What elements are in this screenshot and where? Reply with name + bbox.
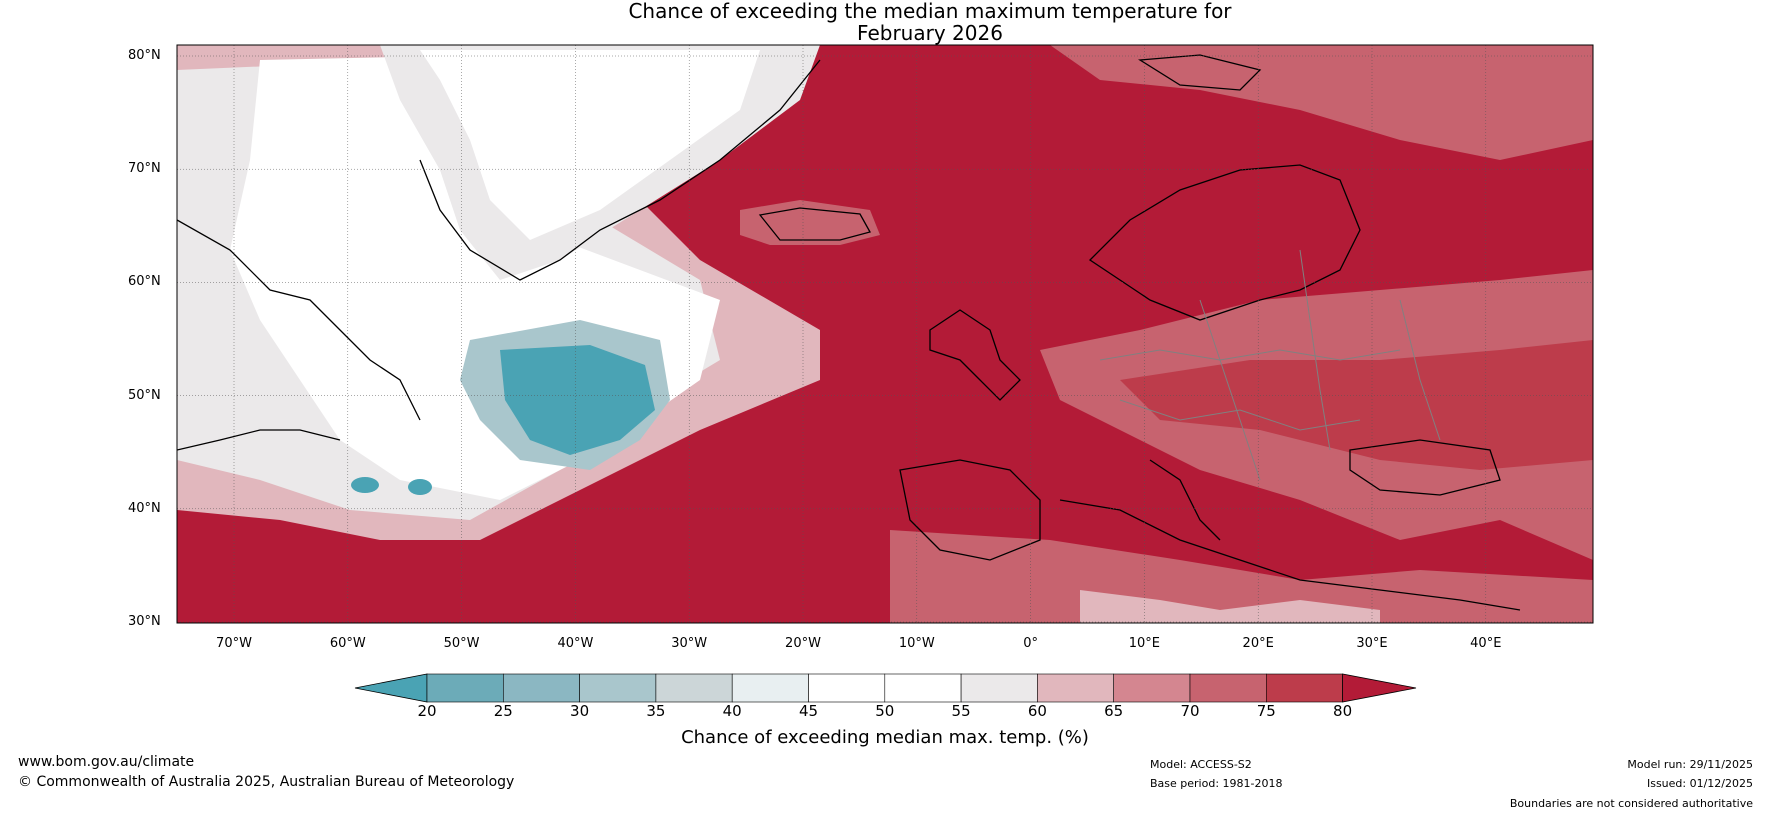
colorbar-segment — [1037, 673, 1115, 703]
colorbar — [354, 673, 1417, 703]
footer-model: Model: ACCESS-S2 — [1150, 758, 1252, 771]
latitude-label: 60°N — [128, 274, 161, 290]
region-north-europe — [1050, 45, 1593, 160]
colorbar-segment — [731, 673, 809, 703]
colorbar-tick-label: 25 — [493, 702, 513, 720]
colorbar-tick-label: 20 — [417, 702, 437, 720]
colorbar-tick-label: 35 — [646, 702, 666, 720]
map-title-line2: February 2026 — [857, 21, 1003, 45]
map-title-line1: Chance of exceeding the median maximum t… — [628, 0, 1232, 23]
colorbar-tick-label: 55 — [951, 702, 971, 720]
colorbar-segment — [1113, 673, 1191, 703]
colorbar-segment — [1189, 673, 1267, 703]
colorbar-segment — [655, 673, 733, 703]
colorbar-tick-label: 70 — [1180, 702, 1200, 720]
region-europe-2 — [1120, 340, 1593, 470]
footer-model-run: Model run: 29/11/2025 — [1627, 758, 1753, 771]
colorbar-tick-label: 40 — [722, 702, 742, 720]
longitude-label: 10°E — [1128, 636, 1161, 651]
region-africa-light — [1080, 590, 1380, 623]
colorbar-tick-label: 30 — [570, 702, 590, 720]
map-frame — [176, 44, 1594, 624]
footer-copyright: © Commonwealth of Australia 2025, Austra… — [18, 774, 515, 790]
region-greenland-white — [420, 50, 760, 240]
longitude-label: 60°W — [329, 636, 366, 651]
region-blue-core — [500, 345, 655, 455]
latitude-label: 30°N — [128, 614, 161, 629]
region-blue-small-2 — [408, 479, 432, 495]
colorbar-segment — [579, 673, 657, 703]
graticule — [177, 45, 1593, 623]
colorbar-tick-label: 45 — [798, 702, 819, 720]
latitude-label: 50°N — [128, 387, 161, 403]
colorbar-segment — [502, 673, 580, 703]
longitude-label: 70°W — [216, 636, 252, 651]
colorbar-extend-low — [354, 673, 428, 703]
footer-base-period: Base period: 1981-2018 — [1150, 777, 1283, 790]
colorbar-segment — [808, 673, 886, 703]
longitude-label: 30°E — [1356, 636, 1388, 651]
colorbar-tick-label: 50 — [875, 702, 895, 720]
colorbar-tick-label: 80 — [1333, 702, 1353, 720]
colorbar-segment — [426, 673, 504, 703]
longitude-label: 20°W — [785, 636, 821, 651]
longitude-label: 20°E — [1242, 636, 1274, 651]
latitude-label: 40°N — [128, 500, 161, 516]
country-borders — [1099, 249, 1441, 481]
longitude-label: 0° — [1023, 636, 1038, 651]
colorbar-segment — [1266, 673, 1343, 703]
map-area[interactable] — [177, 45, 1593, 623]
footer-disclaimer: Boundaries are not considered authoritat… — [1509, 797, 1753, 810]
colorbar-tick-label: 60 — [1027, 702, 1047, 720]
colorbar-tick-label: 65 — [1104, 702, 1124, 720]
longitude-label: 30°W — [671, 636, 708, 651]
footer-issued: Issued: 01/12/2025 — [1646, 777, 1753, 790]
latitude-label: 80°N — [128, 48, 161, 63]
footer-website: www.bom.gov.au/climate — [18, 754, 195, 770]
region-blue-small-1 — [351, 477, 379, 493]
colorbar-tick-label: 75 — [1256, 702, 1276, 720]
colorbar-segment — [884, 673, 962, 703]
coastlines — [177, 54, 1521, 611]
colorbar-segment — [960, 673, 1038, 703]
colorbar-title: Chance of exceeding median max. temp. (%… — [681, 727, 1089, 748]
latitude-label: 70°N — [128, 161, 161, 177]
longitude-label: 50°W — [443, 636, 480, 651]
colorbar-extend-high — [1342, 673, 1417, 703]
longitude-label: 10°W — [898, 636, 935, 651]
longitude-label: 40°W — [557, 636, 594, 651]
region-africa — [890, 530, 1593, 623]
longitude-label: 40°E — [1470, 636, 1502, 651]
